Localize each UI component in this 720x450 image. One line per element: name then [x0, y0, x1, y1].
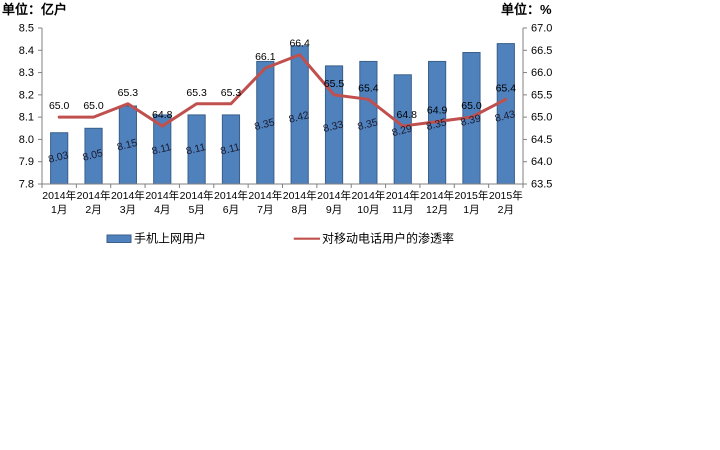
svg-text:65.4: 65.4: [496, 82, 517, 94]
svg-text:64.8: 64.8: [397, 109, 418, 121]
svg-text:8.2: 8.2: [19, 89, 34, 101]
svg-text:65.5: 65.5: [531, 89, 552, 101]
svg-text:63.5: 63.5: [531, 179, 552, 191]
svg-text:2014年: 2014年: [351, 189, 385, 202]
svg-text:2014年: 2014年: [386, 189, 420, 202]
svg-text:对移动电话用户的渗透率: 对移动电话用户的渗透率: [322, 231, 454, 246]
svg-text:2014年: 2014年: [42, 189, 76, 202]
svg-text:65.3: 65.3: [186, 87, 207, 99]
svg-text:12月: 12月: [426, 204, 448, 216]
svg-text:2015年: 2015年: [455, 189, 489, 202]
svg-text:7月: 7月: [257, 204, 273, 216]
svg-text:1月: 1月: [463, 204, 479, 216]
svg-text:2月: 2月: [498, 204, 514, 216]
svg-text:7.8: 7.8: [19, 179, 34, 191]
svg-text:65.0: 65.0: [461, 100, 482, 112]
svg-text:2014年: 2014年: [111, 189, 145, 202]
svg-text:64.0: 64.0: [531, 156, 552, 168]
svg-text:65.4: 65.4: [358, 82, 379, 94]
svg-text:单位：%: 单位：%: [501, 2, 552, 17]
svg-text:8.5: 8.5: [19, 23, 34, 35]
svg-text:3月: 3月: [120, 204, 136, 216]
svg-text:7.9: 7.9: [19, 156, 34, 168]
svg-text:5月: 5月: [188, 204, 204, 216]
svg-text:10月: 10月: [357, 204, 379, 216]
svg-text:2014年: 2014年: [283, 189, 317, 202]
svg-text:2014年: 2014年: [420, 189, 454, 202]
svg-text:4月: 4月: [154, 204, 170, 216]
svg-text:8.4: 8.4: [19, 45, 34, 57]
svg-text:65.0: 65.0: [49, 100, 70, 112]
svg-text:9月: 9月: [326, 204, 342, 216]
svg-text:66.1: 66.1: [255, 51, 276, 63]
svg-text:2014年: 2014年: [214, 189, 248, 202]
svg-text:6月: 6月: [223, 204, 239, 216]
svg-text:1月: 1月: [51, 204, 67, 216]
svg-text:66.4: 66.4: [289, 38, 310, 50]
svg-text:单位：亿户: 单位：亿户: [2, 2, 67, 17]
svg-text:64.9: 64.9: [427, 105, 448, 117]
svg-text:66.5: 66.5: [531, 45, 552, 57]
svg-text:2月: 2月: [85, 204, 101, 216]
svg-text:2014年: 2014年: [248, 189, 282, 202]
svg-text:65.0: 65.0: [83, 100, 104, 112]
svg-text:65.3: 65.3: [221, 87, 242, 99]
svg-text:2014年: 2014年: [77, 189, 111, 202]
svg-text:8.1: 8.1: [19, 112, 34, 124]
svg-text:65.3: 65.3: [118, 87, 139, 99]
svg-text:11月: 11月: [392, 204, 413, 216]
svg-text:8.0: 8.0: [19, 134, 34, 146]
svg-text:8月: 8月: [292, 204, 308, 216]
svg-text:2014年: 2014年: [145, 189, 179, 202]
svg-text:66.0: 66.0: [531, 67, 552, 79]
svg-text:手机上网用户: 手机上网用户: [134, 231, 206, 246]
svg-text:2015年: 2015年: [489, 189, 523, 202]
svg-text:67.0: 67.0: [531, 23, 552, 35]
svg-text:64.8: 64.8: [152, 109, 173, 121]
svg-text:64.5: 64.5: [531, 134, 552, 146]
svg-text:2014年: 2014年: [317, 189, 351, 202]
svg-text:65.5: 65.5: [324, 78, 345, 90]
svg-text:8.3: 8.3: [19, 67, 34, 79]
svg-text:2014年: 2014年: [180, 189, 214, 202]
svg-text:65.0: 65.0: [531, 112, 552, 124]
